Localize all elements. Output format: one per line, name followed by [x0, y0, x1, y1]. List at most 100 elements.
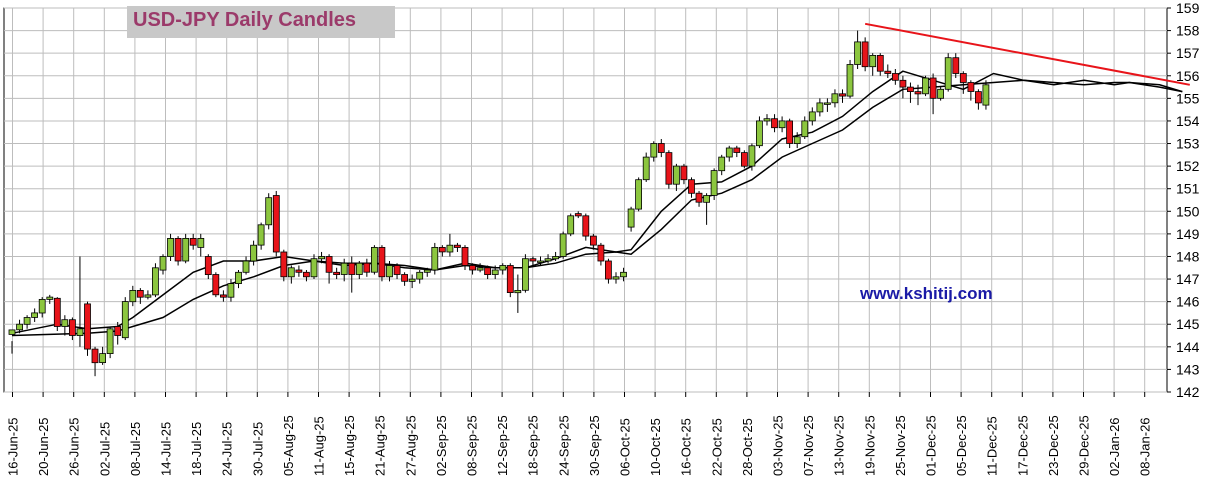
candle-body-up [61, 319, 69, 327]
candle-body-up [46, 296, 54, 300]
candle-body-up [235, 271, 242, 284]
candle [355, 260, 363, 280]
x-tick-label: 02-Jul-25 [97, 422, 112, 476]
candle [401, 272, 409, 286]
y-tick-label: 149 [1176, 226, 1200, 242]
candle [725, 145, 733, 162]
candle-body-down [363, 262, 371, 273]
candle-body-down [378, 246, 386, 278]
trendline [864, 22, 1190, 86]
candles [8, 30, 990, 377]
x-tick-label: 29-Dec-25 [1077, 415, 1092, 476]
candle [227, 279, 235, 302]
candle-body-up [287, 267, 295, 278]
candle [159, 254, 167, 275]
x-tick-label: 15-Aug-25 [342, 415, 357, 476]
candle [816, 98, 824, 117]
x-tick-label: 03-Nov-25 [771, 415, 786, 476]
x-tick-label: 17-Dec-25 [1015, 415, 1030, 476]
y-tick-label: 143 [1176, 361, 1200, 377]
candle-body-up [182, 237, 190, 262]
candle [257, 222, 265, 250]
x-axis: 16-Jun-25 20-Jun-25 26-Jun-25 02-Jul-25 08-J… [6, 392, 1153, 476]
candle-body-up [559, 233, 567, 257]
x-tick-label: 16-Jun-25 [6, 417, 21, 476]
candle [212, 272, 220, 298]
x-tick-label: 08-Jan-26 [1138, 417, 1153, 476]
candle [786, 118, 793, 149]
x-tick-label: 25-Nov-25 [893, 415, 908, 476]
x-tick-label: 26-Jun-25 [67, 417, 82, 476]
x-tick-label: 11-Aug-25 [312, 416, 327, 476]
x-tick-label: 11-Dec-25 [985, 416, 1000, 476]
candle-body-down [892, 73, 899, 81]
candle-body-up [831, 93, 839, 104]
candle [574, 211, 582, 219]
candle-body-up [250, 244, 258, 262]
candle-body-up [370, 246, 378, 273]
x-tick-label: 02-Sep-25 [434, 415, 449, 476]
candle [476, 263, 484, 273]
candle [386, 260, 393, 282]
candle [899, 75, 907, 99]
candle-body-down [952, 57, 960, 74]
candle-body-up [627, 208, 635, 228]
y-tick-label: 156 [1176, 68, 1200, 84]
candle-body-down [574, 213, 582, 217]
candle-body-up [38, 298, 46, 314]
candle [808, 107, 816, 126]
candle [914, 84, 922, 106]
candle [537, 256, 544, 266]
candle [695, 190, 703, 207]
x-tick-label: 22-Oct-25 [709, 418, 724, 476]
x-tick-label: 24-Sep-25 [556, 415, 571, 476]
candle-body-up [151, 267, 159, 296]
candle [348, 256, 356, 293]
candle-body-down [839, 93, 846, 97]
candle-body-up [106, 328, 114, 354]
candle [423, 267, 431, 277]
candle [69, 317, 76, 341]
candle [861, 37, 869, 72]
candle [144, 290, 152, 300]
candle [8, 329, 16, 354]
candle-body-up [748, 145, 756, 167]
candle [703, 193, 710, 225]
x-tick-label: 18-Sep-25 [526, 415, 541, 476]
candle-body-down [348, 262, 356, 275]
candle-body-up [673, 165, 680, 185]
candle-body-down [91, 348, 99, 364]
candle-body-up [514, 289, 522, 294]
candle [892, 68, 899, 85]
candle-body-up [8, 329, 16, 335]
x-tick-label: 08-Sep-25 [465, 415, 480, 476]
candle-body-up [242, 260, 250, 273]
candle [250, 240, 258, 266]
candle [907, 82, 914, 103]
candle-body-up [310, 258, 318, 278]
candle-body-up [703, 195, 710, 203]
y-axis: 142 143 144 145 146 147 148 149 150 151 152 153 154 1… [1167, 0, 1200, 400]
candle [544, 254, 552, 264]
candle-body-up [816, 102, 824, 113]
candle [922, 75, 929, 97]
x-tick-label: 28-Oct-25 [740, 418, 755, 476]
candle [363, 258, 371, 277]
candle [91, 346, 99, 377]
candle-body-up [340, 262, 348, 275]
candle [461, 245, 469, 271]
candle-body-down [582, 215, 590, 237]
candle-body-up [718, 156, 726, 172]
x-tick-label: 30-Jul-25 [250, 422, 265, 476]
candle-body-down [174, 237, 182, 262]
candle-body-down [69, 319, 76, 336]
watermark-link[interactable]: www.kshitij.com [860, 284, 993, 303]
candle-body-up [159, 256, 167, 271]
candle [967, 80, 975, 101]
candle-body-down [605, 260, 612, 280]
candle-body-up [778, 120, 786, 129]
candle [333, 267, 341, 280]
candle-body-up [144, 294, 152, 298]
candle-body-down [136, 289, 144, 298]
candle-body-up [121, 301, 129, 339]
